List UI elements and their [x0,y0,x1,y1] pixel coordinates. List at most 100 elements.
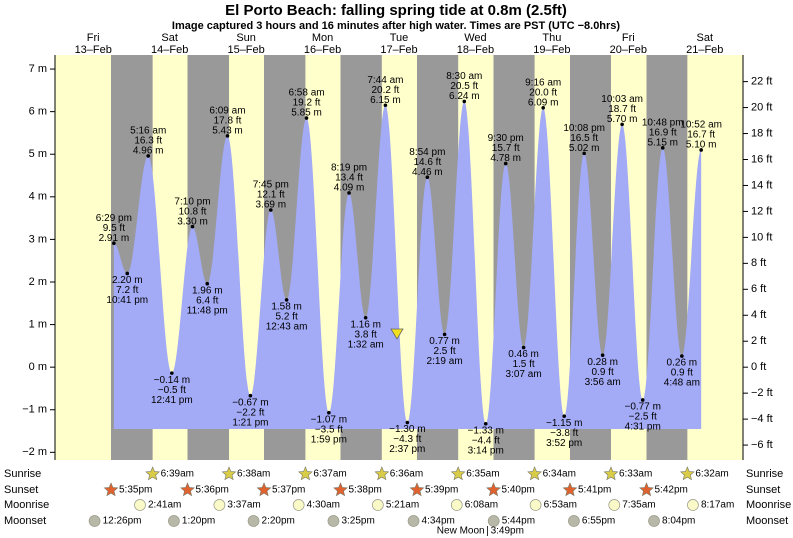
sunrise-icon [450,466,466,481]
sunset-time: 5:37pm [272,485,305,496]
tide-height-ft: 20.2 ft [372,85,400,96]
moonset-icon [648,515,660,527]
tide-height-m: 5.02 m [569,143,600,154]
tide-point [640,398,645,402]
row-label: Sunrise [4,468,41,480]
row-label: Sunset [746,484,780,496]
tide-height-ft: −2.2 ft [236,407,264,418]
tide-time: 8:30 am [446,71,482,82]
date-label: 13–Feb [75,44,112,56]
tide-height-m: 0.77 m [429,336,460,347]
tide-height-ft: 9.5 ft [103,223,125,234]
sunrise-time: 6:37am [313,469,346,480]
y2-tick-label: 18 ft [751,127,772,139]
tide-height-ft: 7.2 ft [116,285,138,296]
tide-time: 12:43 am [266,322,308,333]
tide-height-ft: 2.5 ft [433,346,455,357]
sunrise-time: 6:38am [237,469,270,480]
tide-height-m: −0.67 m [232,397,268,408]
moonset-time: 2:20pm [262,516,295,527]
tide-point [284,298,289,302]
moonrise-icon [371,499,384,511]
tide-height-ft: 16.7 ft [687,130,715,141]
tide-height-ft: 5.2 ft [275,312,297,323]
tide-point [600,353,605,358]
tide-time: 4:31 pm [625,422,661,433]
tide-height-ft: −0.5 ft [158,385,186,396]
sunset-time: 5:42pm [654,485,687,496]
moonset-icon [247,515,260,527]
tide-time: 8:19 pm [331,163,367,174]
day-label: Fri [87,32,100,44]
moonset-time: 8:04pm [662,516,695,527]
tide-point [125,271,130,276]
tide-point [521,345,526,350]
tide-height-ft: 20.5 ft [450,81,478,92]
tide-height-m: −1.07 m [311,414,347,425]
date-label: 16–Feb [304,44,341,56]
sunset-icon [256,482,272,497]
tide-area [113,101,702,429]
tide-height-m: −0.77 m [625,402,661,413]
tide-height-m: 5.70 m [607,114,638,125]
tide-height-m: 3.69 m [256,200,287,211]
tide-height-ft: 10.8 ft [179,206,207,217]
moon-phase-name: New Moon [437,526,485,537]
tide-height-ft: 14.6 ft [413,157,441,168]
sunset-time: 5:40pm [501,485,534,496]
y2-tick-label: 10 ft [751,231,772,243]
tide-height-ft: 0.9 ft [592,367,614,378]
moonrise-icon [450,499,463,511]
y2-tick-label: 12 ft [751,205,772,217]
tide-time: 9:16 am [525,77,561,88]
tide-time: 2:37 pm [389,444,425,455]
sunrise-icon [298,466,313,481]
tide-time: 3:52 pm [546,438,582,449]
date-label: 19–Feb [533,44,570,56]
sunset-icon [409,482,425,497]
y2-tick-label: 0 ft [751,361,766,373]
row-label: Moonset [746,515,788,527]
date-label: 21–Feb [686,44,723,56]
y2-tick-label: 6 ft [751,283,766,295]
sunrise-icon [145,466,161,481]
sunrise-icon [221,466,237,481]
row-label: Sunrise [746,468,783,480]
day-label: Tue [390,32,409,44]
tide-point [146,154,151,158]
moonset-time: 1:20pm [182,516,215,527]
sunrise-icon [374,466,390,481]
tide-time: 3:07 am [506,369,542,380]
tide-height-m: 2.91 m [99,233,130,244]
tide-time: 6:58 am [288,88,324,99]
tide-time: 3:14 pm [468,445,504,456]
tide-height-m: 5.10 m [686,140,717,151]
sunset-icon [562,482,578,497]
tide-time: 12:41 pm [151,395,193,406]
sunrise-icon [603,466,619,481]
tide-height-m: 4.96 m [133,146,164,157]
tide-height-m: −0.14 m [154,375,190,386]
moonrise-time: 3:37am [227,500,260,511]
y-tick-label: 1 m [29,318,47,330]
tide-height-ft: −3.8 ft [550,428,578,439]
tide-point [268,208,273,212]
moon-phase-time: 3:49pm [491,526,524,537]
tide-height-m: 1.16 m [350,319,381,330]
moonrise-time: 4:30am [307,500,340,511]
moonrise-time: 6:08am [465,500,498,511]
tide-point [620,122,624,127]
moonrise-time: 5:21am [386,500,419,511]
tide-height-m: −1.30 m [389,424,425,435]
tide-time: 11:48 pm [187,305,228,316]
tide-time: 7:10 pm [174,196,210,207]
tide-height-m: 4.09 m [334,183,365,194]
day-label: Sat [697,32,714,44]
tide-height-ft: 1.5 ft [512,359,534,370]
tide-height-ft: 16.5 ft [570,133,598,144]
moonrise-icon [213,499,226,511]
y2-tick-label: 16 ft [751,153,772,165]
moonset-time: 5:44pm [502,516,535,527]
y-tick-label: 5 m [29,148,47,160]
